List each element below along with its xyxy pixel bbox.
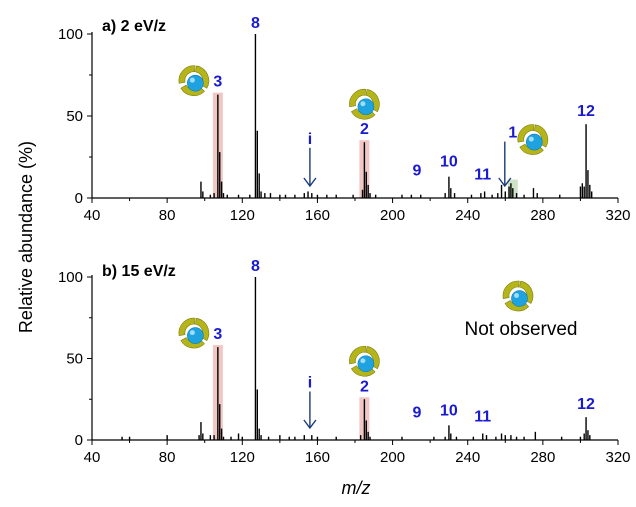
sphere xyxy=(357,355,375,373)
sphere-highlight xyxy=(528,136,534,142)
sphere xyxy=(187,74,204,92)
sphere-highlight xyxy=(360,101,366,107)
ring-segment xyxy=(195,65,210,89)
torus-complex-icon xyxy=(178,65,210,96)
ring-segment xyxy=(519,280,534,304)
ring-segment xyxy=(517,124,535,143)
x-tick-label: 160 xyxy=(305,449,330,466)
arrow-down-icon xyxy=(498,141,512,188)
x-tick-label: 240 xyxy=(455,207,480,224)
ring-segment xyxy=(365,346,380,370)
y-tick-label: 50 xyxy=(66,351,83,368)
peak-label-11: 11 xyxy=(474,408,491,425)
x-tick-label: 40 xyxy=(84,207,101,224)
x-tick-label: 320 xyxy=(605,449,630,466)
x-axis-label: m/z xyxy=(342,478,371,498)
x-tick-label: 80 xyxy=(159,207,176,224)
sphere xyxy=(525,133,543,151)
x-tick-label: 280 xyxy=(530,207,555,224)
peak-label-11: 11 xyxy=(474,166,491,183)
y-axis-label: Relative abundance (%) xyxy=(16,141,36,333)
sphere-highlight xyxy=(189,77,195,83)
torus-complex-icon xyxy=(349,346,380,377)
peak-label-12: 12 xyxy=(577,396,595,413)
x-tick-label: 40 xyxy=(84,449,101,466)
not-observed-note: Not observed xyxy=(464,319,577,340)
spectrum-panel-b: 0 50 100 40 80 120 160 200 240 280 320 b) 15 eV/z 8 3… xyxy=(58,258,631,466)
arrow-down-icon xyxy=(303,147,317,188)
x-tick-label: 80 xyxy=(159,449,176,466)
ring-segment xyxy=(365,89,380,113)
peak-label-3: 3 xyxy=(213,74,222,91)
ring-segment xyxy=(349,346,367,365)
torus-complex-icon xyxy=(178,317,210,349)
peak-label-10: 10 xyxy=(440,154,458,171)
peak-label-2: 2 xyxy=(360,121,369,138)
x-tick-label: 120 xyxy=(230,449,255,466)
peak-label-10: 10 xyxy=(440,402,458,419)
y-tick-label: 100 xyxy=(58,269,83,286)
ring-segment xyxy=(178,317,196,337)
ring-segment xyxy=(349,88,367,108)
torus-complex-icon xyxy=(517,124,549,155)
ring-segment xyxy=(195,317,210,341)
panel-title: a) 2 eV/z xyxy=(102,18,166,35)
peak-label-i: i xyxy=(308,131,312,148)
arrow-head xyxy=(303,419,317,430)
panel-title: b) 15 eV/z xyxy=(102,263,176,280)
ring-segment xyxy=(534,124,549,148)
sphere-highlight xyxy=(360,358,366,364)
spectrum-panel-a: 0 50 100 40 80 120 160 200 240 280 320 a) 2 eV/z 8 3 2… xyxy=(58,15,631,224)
x-tick-label: 200 xyxy=(380,449,405,466)
peak-label-9: 9 xyxy=(413,162,422,179)
sphere-highlight xyxy=(514,293,519,298)
y-tick-label: 0 xyxy=(75,190,83,207)
arrow-head xyxy=(498,177,512,188)
x-tick-label: 280 xyxy=(530,449,555,466)
ring-segment xyxy=(502,280,520,299)
sphere-highlight xyxy=(189,330,195,336)
x-tick-label: 240 xyxy=(455,449,480,466)
x-tick-label: 120 xyxy=(230,207,255,224)
y-tick-label: 100 xyxy=(58,26,83,43)
peak-label-9: 9 xyxy=(413,404,422,421)
torus-complex-icon xyxy=(502,280,534,312)
peak-label-i: i xyxy=(308,374,312,391)
sphere xyxy=(357,98,375,116)
arrow-head xyxy=(303,177,317,188)
y-tick-label: 0 xyxy=(75,432,83,449)
peak-label-2: 2 xyxy=(360,378,369,395)
sphere xyxy=(187,327,204,344)
peak-label-12: 12 xyxy=(577,103,595,120)
x-tick-label: 200 xyxy=(380,207,405,224)
peak-label-8: 8 xyxy=(251,15,260,32)
y-tick-label: 50 xyxy=(66,108,83,125)
x-tick-label: 160 xyxy=(305,207,330,224)
ring-segment xyxy=(178,65,196,84)
peak-label-1: 1 xyxy=(508,125,517,142)
torus-complex-icon xyxy=(349,88,380,120)
peak-label-3: 3 xyxy=(213,326,222,343)
sphere xyxy=(511,290,528,307)
arrow-down-icon xyxy=(303,391,317,430)
x-tick-label: 320 xyxy=(605,207,630,224)
peak-label-8: 8 xyxy=(251,258,260,275)
